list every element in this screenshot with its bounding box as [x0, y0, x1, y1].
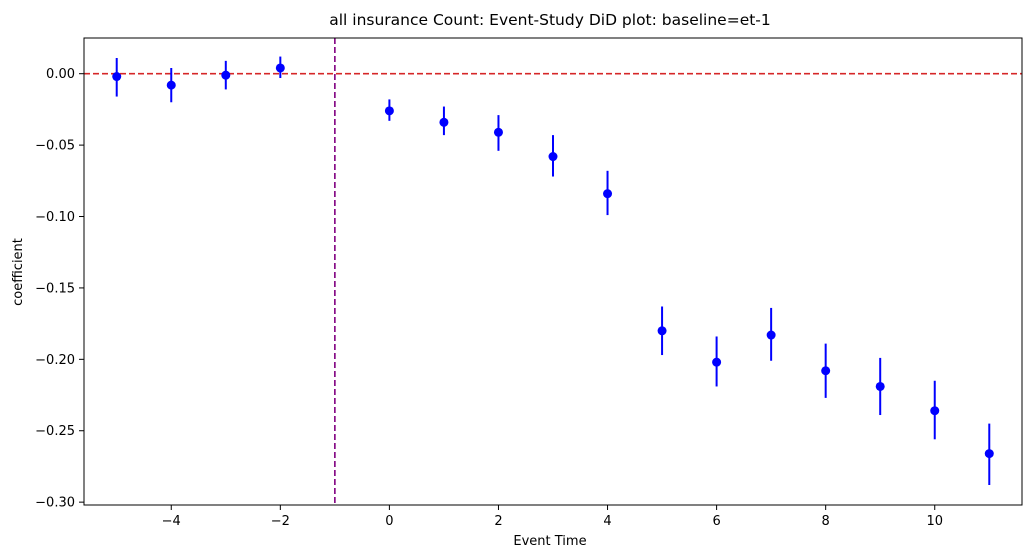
y-tick-label: −0.30	[35, 496, 75, 511]
data-point	[766, 330, 776, 340]
x-tick-label: 4	[603, 514, 611, 529]
y-tick-label: 0.00	[46, 67, 75, 82]
x-tick-label: 10	[926, 514, 943, 529]
x-tick-label: −2	[271, 514, 290, 529]
y-tick-label: −0.20	[35, 353, 75, 368]
data-point	[493, 127, 503, 137]
data-point	[548, 152, 558, 162]
data-point	[275, 63, 285, 73]
data-point	[439, 117, 449, 127]
data-point	[166, 80, 176, 90]
plot-frame	[83, 37, 1023, 506]
y-tick-label: −0.15	[35, 281, 75, 296]
data-point	[603, 189, 613, 199]
x-tick-label: 8	[822, 514, 830, 529]
plot-area	[84, 38, 1022, 505]
y-tick-label: −0.05	[35, 139, 75, 154]
data-point	[112, 72, 122, 82]
data-point	[221, 70, 231, 80]
data-point	[930, 406, 940, 416]
x-tick-label: 2	[494, 514, 502, 529]
x-tick-label: 6	[712, 514, 720, 529]
data-point	[875, 381, 885, 391]
x-tick-label: −4	[162, 514, 181, 529]
data-point	[821, 366, 831, 376]
x-tick-label: 0	[385, 514, 393, 529]
chart-title: all insurance Count: Event-Study DiD plo…	[329, 11, 771, 29]
y-tick-label: −0.25	[35, 424, 75, 439]
y-tick-label: −0.10	[35, 210, 75, 225]
y-axis-label: coefficient	[11, 238, 26, 306]
x-axis-label: Event Time	[513, 534, 586, 549]
data-point	[712, 357, 722, 367]
data-point	[657, 326, 667, 336]
axes: −4 −2 0 2 4 6 8 10 0.00 −0.05 −0.10 −0.15 −0.20 −0.25…	[35, 37, 1023, 529]
data-point	[384, 106, 394, 116]
data-point	[984, 449, 994, 459]
